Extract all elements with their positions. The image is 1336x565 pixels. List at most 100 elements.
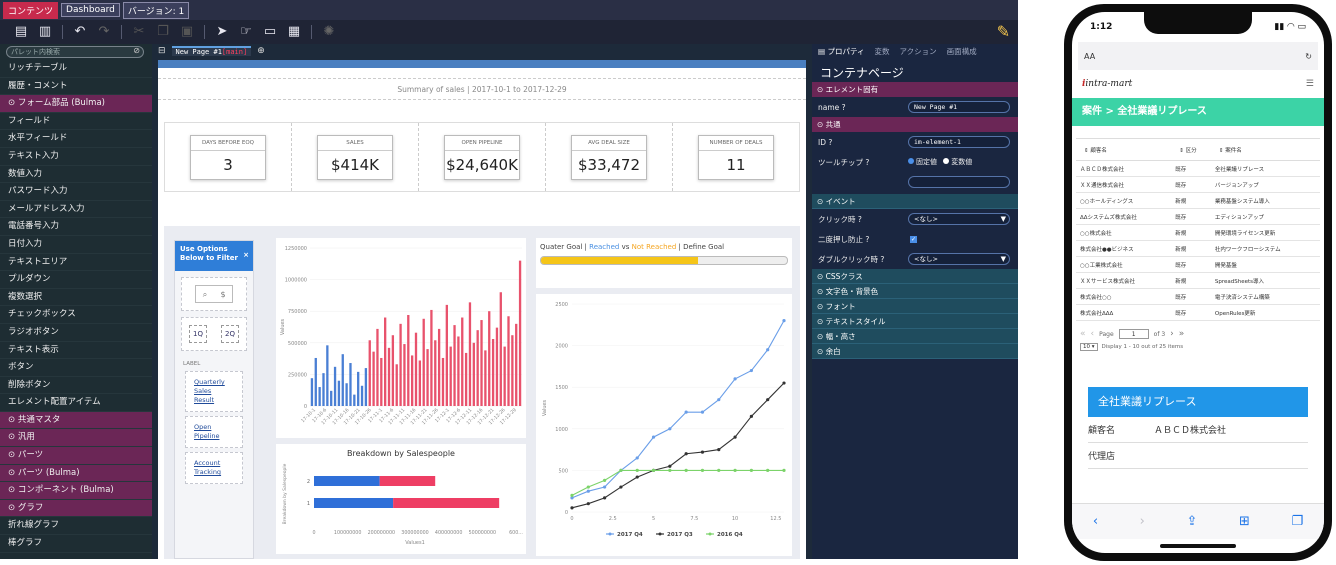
palette-category[interactable]: ⊙ 汎用 (0, 429, 152, 448)
settings-icon[interactable]: ✺ (323, 24, 335, 39)
goal-define-link[interactable]: | Define Goal (678, 243, 725, 251)
undo-icon[interactable]: ↶ (74, 24, 86, 39)
tab-properties[interactable]: ▤ プロパティ (818, 46, 865, 57)
palette-item[interactable]: 数値入力 (0, 166, 152, 184)
table-row[interactable]: ＸＸ通信株式会社 既存 バージョンアップ (1076, 176, 1320, 193)
double-submit-guard-checkbox[interactable]: ✓ (910, 235, 917, 243)
palette-item[interactable]: 削除ボタン (0, 377, 152, 395)
collapsed-section[interactable]: ⊙ 幅・高さ (812, 329, 1018, 344)
clear-search-icon[interactable]: ⊘ (133, 46, 140, 55)
design-canvas[interactable]: Summary of sales | 2017-10-1 to 2017-12-… (158, 60, 806, 559)
palette-item[interactable]: テキスト表示 (0, 342, 152, 360)
name-input[interactable]: New Page #1 (908, 101, 1010, 113)
hamburger-menu-icon[interactable]: ☰ (1305, 79, 1314, 89)
palette-item[interactable]: フィールド (0, 113, 152, 131)
quarterly-sales-result-link[interactable]: Quarterly Sales Result (185, 371, 243, 412)
section-event[interactable]: ⊙ イベント (812, 194, 1018, 209)
grid-icon[interactable]: ▦ (287, 24, 301, 39)
section-element-specific[interactable]: ⊙ エレメント固有 (812, 82, 1018, 97)
forward-icon[interactable]: › (1139, 514, 1145, 529)
palette-item[interactable]: プルダウン (0, 271, 152, 289)
palette-item[interactable]: 折れ線グラフ (0, 517, 152, 536)
bookmarks-icon[interactable]: ⊞ (1239, 514, 1250, 529)
hand-icon[interactable]: ☞ (240, 24, 252, 39)
cut-icon[interactable]: ✂ (133, 24, 145, 39)
table-row[interactable]: 株式会社●●ビジネス 新規 社内ワークフローシステム (1076, 240, 1320, 257)
redo-icon[interactable]: ↷ (98, 24, 110, 39)
account-tracking-link[interactable]: Account Tracking (185, 452, 243, 484)
collapsed-section[interactable]: ⊙ 余白 (812, 344, 1018, 359)
collapsed-section[interactable]: ⊙ フォント (812, 299, 1018, 314)
tabs-icon[interactable]: ❐ (1291, 514, 1304, 529)
palette-item[interactable]: エレメント配置アイテム (0, 394, 152, 412)
legend-item[interactable]: 2016 Q4 (706, 532, 743, 538)
section-common[interactable]: ⊙ 共通 (812, 117, 1018, 132)
column-header-project[interactable]: ⇕ 案件名 (1210, 138, 1320, 161)
tab-contents[interactable]: コンテンツ (3, 1, 59, 19)
id-input[interactable]: im-element-1 (908, 136, 1010, 148)
palette-item[interactable]: テキストエリア (0, 254, 152, 272)
collapsed-section[interactable]: ⊙ 文字色・背景色 (812, 284, 1018, 299)
table-row[interactable]: ○○工業株式会社 既存 開発基盤 (1076, 256, 1320, 273)
table-row[interactable]: ΔΔシステムズ株式会社 既存 エディションアップ (1076, 208, 1320, 225)
reload-icon[interactable]: ↻ (1305, 51, 1312, 61)
text-size-button[interactable]: AA (1084, 51, 1096, 61)
q2-button[interactable]: 2Q (221, 325, 239, 343)
table-row[interactable]: ○○ホールディングス 新規 業務基盤システム導入 (1076, 192, 1320, 209)
click-action-select[interactable]: <なし> ▼ (908, 213, 1010, 225)
table-row[interactable]: 株式会社○○ 既存 電子決済システム構築 (1076, 288, 1320, 305)
palette-item[interactable]: ボタン (0, 359, 152, 377)
share-icon[interactable]: ⇪ (1186, 514, 1198, 529)
fixed-value-radio[interactable] (908, 158, 914, 164)
open-pipeline-link[interactable]: Open Pipeline (185, 416, 243, 448)
preview-icon[interactable]: ▭ (263, 24, 277, 39)
collapsed-section[interactable]: ⊙ CSSクラス (812, 269, 1018, 284)
page-number-input[interactable]: 1 (1118, 329, 1149, 339)
page-list-icon[interactable]: ⊟ (158, 46, 166, 56)
variable-value-radio[interactable] (943, 158, 950, 164)
pointer-icon[interactable]: ➤ (216, 24, 228, 39)
tab-dashboard[interactable]: Dashboard (61, 3, 120, 17)
collapsed-section[interactable]: ⊙ テキストスタイル (812, 314, 1018, 329)
palette-category[interactable]: ⊙ 共通マスタ (0, 411, 152, 430)
close-icon[interactable]: × (243, 251, 249, 259)
palette-category[interactable]: ⊙ グラフ (0, 499, 152, 518)
edit-pencil-icon[interactable]: ✎ (996, 22, 1010, 41)
save-as-icon[interactable]: ▥ (38, 24, 52, 39)
paste-icon[interactable]: ▣ (180, 24, 194, 39)
first-page-icon[interactable]: « (1080, 329, 1086, 339)
next-page-icon[interactable]: › (1170, 329, 1174, 339)
palette-category[interactable]: ⊙ フォーム部品 (Bulma) (0, 95, 152, 113)
palette-category[interactable]: ⊙ パーツ (Bulma) (0, 464, 152, 483)
q1-button[interactable]: 1Q (189, 325, 207, 343)
palette-item[interactable]: ラジオボタン (0, 324, 152, 342)
tooltip-input[interactable] (908, 176, 1010, 188)
table-row[interactable]: ＸＸサービス株式会社 新規 SpreadSheets導入 (1076, 272, 1320, 289)
palette-category[interactable]: ⊙ パーツ (0, 447, 152, 465)
palette-item[interactable]: 履歴・コメント (0, 78, 152, 96)
palette-item[interactable]: リッチテーブル (0, 60, 152, 78)
tab-version[interactable]: バージョン: 1 (122, 1, 190, 19)
palette-item[interactable]: チェックボックス (0, 306, 152, 324)
tab-screen-structure[interactable]: 画面構成 (946, 46, 977, 56)
palette-item[interactable]: パスワード入力 (0, 183, 152, 201)
add-page-icon[interactable]: ⊕ (257, 46, 265, 56)
palette-item[interactable]: 電話番号入力 (0, 218, 152, 236)
copy-icon[interactable]: ❐ (157, 24, 169, 39)
page-size-select[interactable]: 10 ▾ (1080, 343, 1098, 351)
column-header-customer[interactable]: ⇕ 顧客名 (1076, 138, 1172, 161)
tab-actions[interactable]: アクション (899, 46, 937, 56)
table-row[interactable]: ○○株式会社 新規 開発環境ライセンス更新 (1076, 224, 1320, 241)
dblclick-action-select[interactable]: <なし> ▼ (908, 253, 1010, 265)
palette-item[interactable]: 棒グラフ (0, 535, 152, 553)
palette-item[interactable]: メールアドレス入力 (0, 201, 152, 219)
table-row[interactable]: ＡＢＣＤ株式会社 既存 全社業議リプレース (1076, 160, 1320, 177)
last-page-icon[interactable]: » (1178, 329, 1185, 339)
column-header-type[interactable]: ⇕ 区分 (1171, 138, 1211, 161)
back-icon[interactable]: ‹ (1092, 514, 1099, 529)
page-tab-new-page[interactable]: New Page #1[main] (171, 46, 252, 56)
prev-page-icon[interactable]: ‹ (1090, 329, 1095, 339)
legend-item[interactable]: 2017 Q4 (606, 532, 643, 538)
filter-search-button[interactable]: ⌕ $ (195, 285, 233, 303)
palette-category[interactable]: ⊙ コンポーネント (Bulma) (0, 482, 152, 500)
